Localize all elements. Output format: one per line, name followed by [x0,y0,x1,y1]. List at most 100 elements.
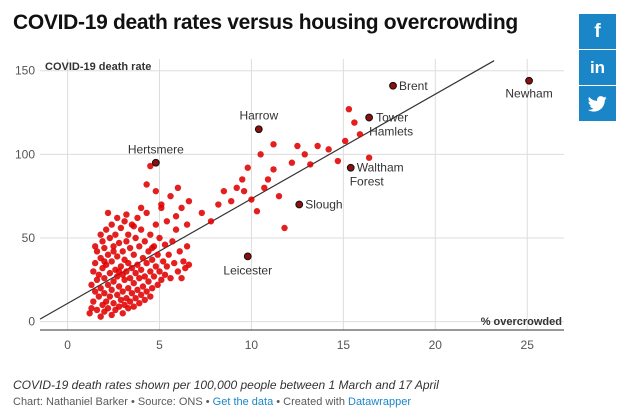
point-label: Tower Hamlets [369,111,413,139]
y-tick-label: 100 [15,147,35,161]
data-point [183,243,191,250]
data-point [108,311,115,319]
labeled-data-point [346,163,355,172]
data-point [233,184,240,192]
data-point [248,196,255,203]
data-point [325,146,332,153]
data-point [114,214,121,222]
data-point [106,234,114,242]
data-point [128,264,136,272]
labeled-data-point [525,76,533,85]
data-point [134,214,141,222]
data-point [93,276,101,284]
data-point [365,154,373,161]
data-point [148,256,156,263]
data-point [104,305,112,312]
data-point [110,300,117,307]
data-point [158,276,165,284]
point-label: Harrow [239,108,278,122]
data-point [134,286,141,294]
facebook-share-button[interactable]: f [579,14,616,49]
linkedin-icon: in [589,57,606,77]
labeled-data-point [243,252,252,261]
data-point [143,209,150,217]
data-point [185,197,193,205]
point-label-line: Waltham [357,161,404,175]
point-label: Slough [305,198,342,212]
data-point [130,251,137,258]
data-point [154,251,161,258]
x-tick-label: 5 [156,338,163,352]
data-point [264,176,272,183]
data-point [137,204,145,212]
data-point [152,263,160,270]
get-the-data-link[interactable]: Get the data [212,396,274,408]
data-point [275,192,283,200]
data-point [125,231,132,238]
data-point [342,137,349,145]
data-point [132,269,139,277]
data-point [102,298,110,305]
data-point [130,279,137,287]
x-tick-label: 20 [429,338,443,352]
data-point [110,243,117,250]
data-point [126,298,134,305]
data-point [110,248,117,255]
data-point [115,268,123,275]
data-point [114,273,121,280]
data-point [154,281,161,289]
data-point [90,268,97,275]
data-point [172,226,180,233]
labeled-data-point [151,158,160,167]
x-axis-label: % overcrowded [481,316,562,328]
datawrapper-link[interactable]: Datawrapper [348,396,411,408]
data-point [174,184,182,192]
data-point [108,221,115,228]
labeled-data-point [295,200,304,209]
data-point [88,305,95,312]
data-point [137,266,145,273]
x-tick-label: 0 [64,338,71,352]
data-point [119,248,126,255]
credit-text: Chart: Nathaniel Barker • Source: ONS • [13,396,213,408]
twitter-share-button[interactable] [579,86,616,121]
data-point [106,269,114,277]
data-point [137,291,145,299]
data-point [156,234,163,242]
data-point [108,286,115,294]
data-point [123,268,130,275]
data-point [125,259,132,267]
data-point [165,251,172,258]
data-point [108,258,115,265]
data-point [167,274,174,282]
chart-credits: Chart: Nathaniel Barker • Source: ONS • … [13,396,411,408]
data-point [101,258,108,265]
data-point [112,231,119,238]
twitter-icon [588,95,607,112]
data-point [134,261,141,268]
data-point [125,305,132,312]
data-point [253,208,261,215]
labeled-data-point [389,81,397,90]
data-point [86,310,93,317]
data-point [93,306,101,314]
data-point [239,176,246,183]
page-title: COVID-19 death rates versus housing over… [13,11,518,34]
share-bar: f in [579,14,616,122]
point-label-line: Tower [376,111,408,125]
data-point [174,268,182,275]
linkedin-share-button[interactable]: in [579,50,616,85]
data-point [159,258,167,265]
data-point [220,187,228,195]
data-point [91,259,99,267]
data-point [104,251,112,258]
data-point [102,226,110,233]
data-point [91,243,99,250]
data-point [156,268,163,275]
x-tick-label: 25 [521,338,535,352]
data-point [106,293,114,300]
point-label-line: Forest [350,175,385,189]
trend-line [39,60,495,320]
data-point [163,218,171,225]
data-point [261,184,268,192]
